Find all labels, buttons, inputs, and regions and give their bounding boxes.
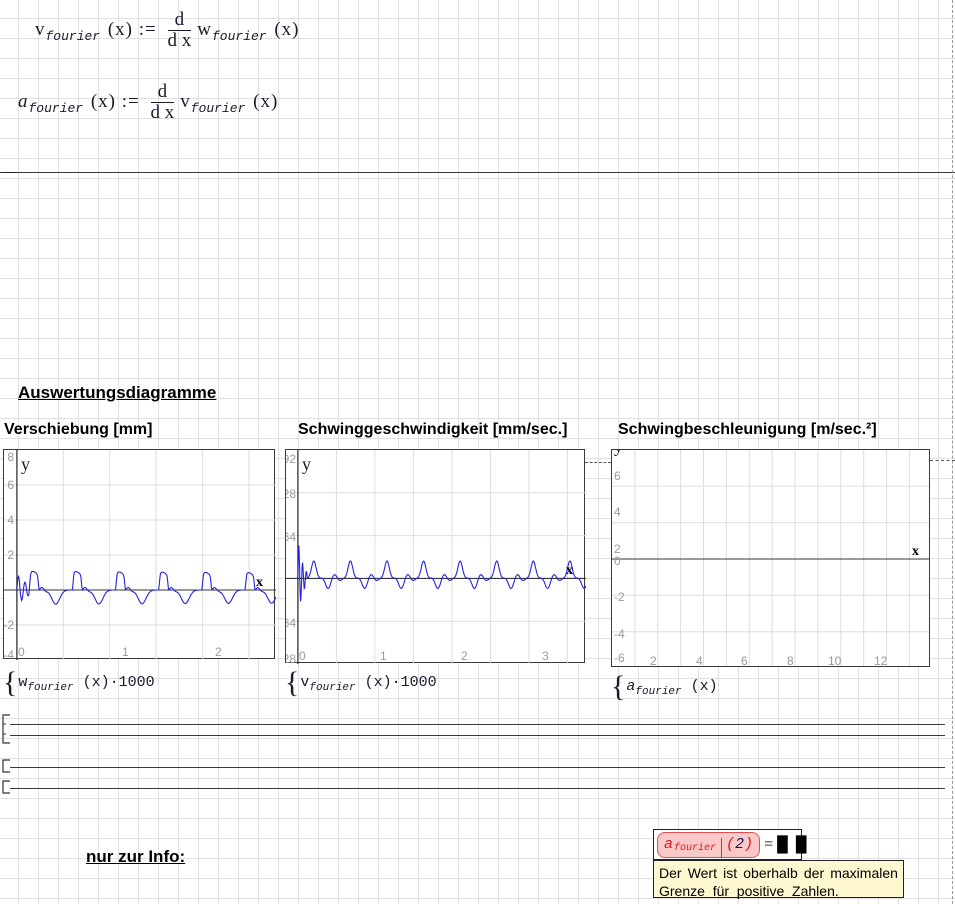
svg-text:y: y: [614, 450, 623, 456]
svg-text:0: 0: [614, 554, 621, 568]
svg-text:64: 64: [286, 530, 296, 544]
svg-text:x: x: [256, 575, 263, 590]
svg-text:8: 8: [787, 654, 794, 667]
svg-text:3: 3: [542, 649, 549, 663]
svg-text:8: 8: [7, 450, 14, 464]
svg-text:-64: -64: [286, 616, 296, 630]
svg-text:0: 0: [18, 645, 25, 659]
svg-text:12: 12: [874, 654, 888, 667]
svg-text:-2: -2: [4, 618, 14, 632]
svg-text:6: 6: [741, 654, 748, 667]
svg-text:6: 6: [614, 469, 621, 483]
svg-text:2: 2: [215, 645, 222, 659]
svg-text:-6: -6: [614, 651, 625, 665]
svg-text:x: x: [566, 563, 573, 578]
svg-text:-4: -4: [4, 648, 14, 660]
svg-text:x: x: [912, 544, 919, 559]
svg-text:-4: -4: [614, 627, 625, 641]
svg-text:192: 192: [286, 452, 296, 466]
svg-text:y: y: [21, 454, 30, 474]
svg-text:2: 2: [7, 548, 14, 562]
svg-text:2: 2: [461, 649, 468, 663]
svg-text:-2: -2: [614, 590, 625, 604]
svg-text:6: 6: [7, 478, 14, 492]
svg-text:1: 1: [122, 645, 129, 659]
svg-text:4: 4: [7, 513, 14, 527]
svg-text:128: 128: [286, 487, 296, 501]
svg-text:10: 10: [828, 654, 842, 667]
svg-text:4: 4: [614, 505, 621, 519]
svg-text:y: y: [302, 454, 311, 474]
